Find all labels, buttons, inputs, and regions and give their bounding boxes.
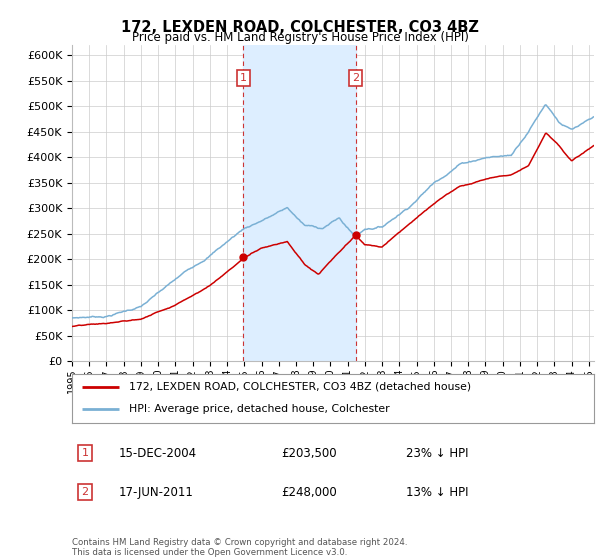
Text: 172, LEXDEN ROAD, COLCHESTER, CO3 4BZ (detached house): 172, LEXDEN ROAD, COLCHESTER, CO3 4BZ (d… bbox=[130, 382, 472, 392]
Text: £203,500: £203,500 bbox=[281, 446, 337, 460]
Text: 17-JUN-2011: 17-JUN-2011 bbox=[119, 486, 194, 499]
Text: 2: 2 bbox=[82, 487, 89, 497]
Text: 13% ↓ HPI: 13% ↓ HPI bbox=[406, 486, 469, 499]
Text: 172, LEXDEN ROAD, COLCHESTER, CO3 4BZ: 172, LEXDEN ROAD, COLCHESTER, CO3 4BZ bbox=[121, 20, 479, 35]
Text: 2: 2 bbox=[352, 73, 359, 83]
Text: Price paid vs. HM Land Registry's House Price Index (HPI): Price paid vs. HM Land Registry's House … bbox=[131, 31, 469, 44]
Text: HPI: Average price, detached house, Colchester: HPI: Average price, detached house, Colc… bbox=[130, 404, 390, 414]
Text: £248,000: £248,000 bbox=[281, 486, 337, 499]
Text: 23% ↓ HPI: 23% ↓ HPI bbox=[406, 446, 469, 460]
Bar bbox=[244, 45, 356, 361]
Text: Contains HM Land Registry data © Crown copyright and database right 2024.
This d: Contains HM Land Registry data © Crown c… bbox=[72, 538, 407, 557]
Text: 1: 1 bbox=[240, 73, 247, 83]
Text: 1: 1 bbox=[82, 448, 89, 458]
Text: 15-DEC-2004: 15-DEC-2004 bbox=[119, 446, 197, 460]
